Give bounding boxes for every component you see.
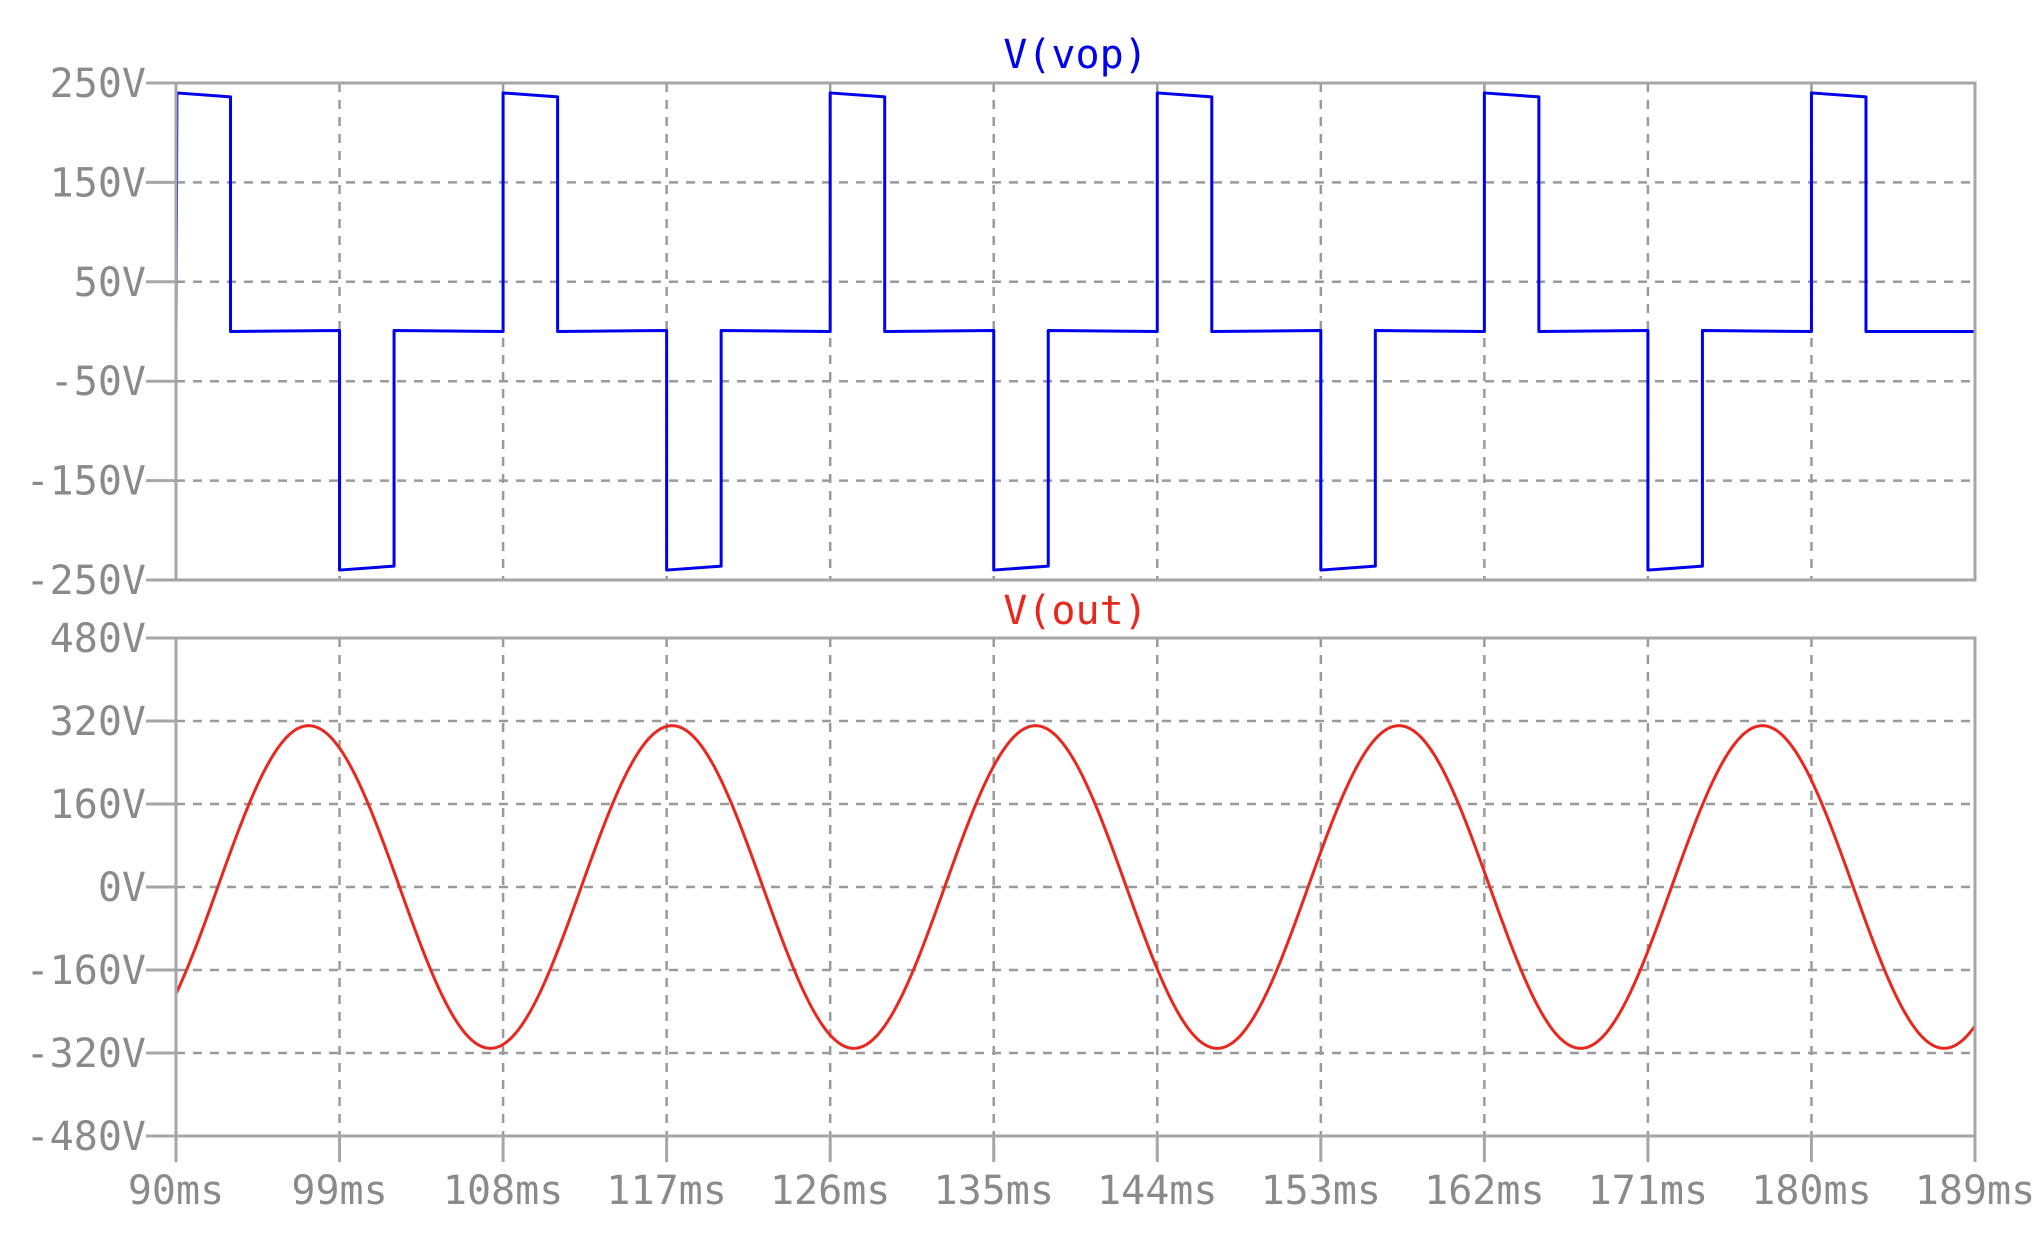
- x-tick-label: 162ms: [1424, 1168, 1544, 1214]
- x-tick-label: 180ms: [1751, 1168, 1871, 1214]
- x-tick-label: 117ms: [606, 1168, 726, 1214]
- plot-frame-vop: [174, 81, 1977, 582]
- panel-vop: V(vop) 250V 150V 50V -50V -150V -250V: [26, 32, 1977, 604]
- x-tick-label: 90ms: [128, 1168, 224, 1214]
- x-tick-label: 171ms: [1588, 1168, 1708, 1214]
- x-tick-label: 108ms: [443, 1168, 563, 1214]
- y-tick-label: -150V: [26, 459, 146, 505]
- y-tick-label: -480V: [26, 1114, 146, 1160]
- x-axis: 90ms 99ms 108ms 117ms 126ms 135ms 144ms 153ms 16…: [128, 1136, 2035, 1214]
- chart-title-out: V(out): [1003, 588, 1148, 634]
- panel-out: V(out) 480V 320V 160V 0V -160V -320V -480V: [26, 588, 1977, 1160]
- y-tick-label: 150V: [50, 160, 146, 206]
- y-tick-label: 160V: [50, 782, 146, 828]
- y-tick-label: 0V: [98, 865, 146, 911]
- x-tick-label: 135ms: [934, 1168, 1054, 1214]
- y-tick-label: 50V: [74, 260, 146, 306]
- chart-title-vop: V(vop): [1003, 32, 1148, 78]
- x-tick-label: 99ms: [291, 1168, 387, 1214]
- series-line-vop: [174, 91, 1975, 572]
- y-tick-label: 320V: [50, 699, 146, 745]
- y-tick-label: -160V: [26, 948, 146, 994]
- plot-frame-out: [174, 636, 1977, 1138]
- y-tick-label: -250V: [26, 558, 146, 604]
- y-tick-label: 250V: [50, 61, 146, 107]
- series-line-out: [174, 724, 1977, 1050]
- x-tick-label: 189ms: [1915, 1168, 2035, 1214]
- y-tick-label: 480V: [50, 616, 146, 662]
- y-tick-label: -320V: [26, 1031, 146, 1077]
- x-tick-label: 126ms: [770, 1168, 890, 1214]
- x-tick-label: 144ms: [1097, 1168, 1217, 1214]
- y-tick-label: -50V: [50, 359, 146, 405]
- x-tick-label: 153ms: [1261, 1168, 1381, 1214]
